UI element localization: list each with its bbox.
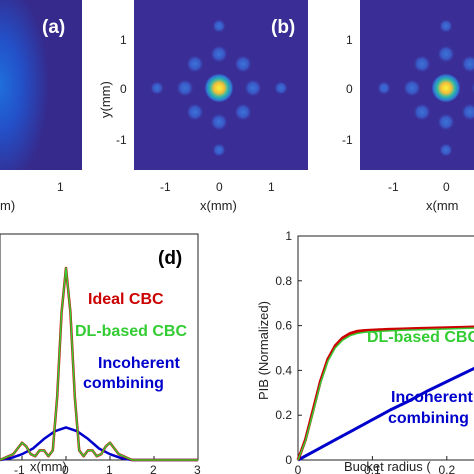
panel-e-ytick-label-1: 0.8 bbox=[275, 274, 292, 288]
panel-d-xtick-label-2: 1 bbox=[106, 463, 113, 474]
side-lobe-5 bbox=[185, 54, 204, 73]
panel-e-legend-dl: DL-based CBC bbox=[367, 329, 474, 346]
side-lobe-7 bbox=[234, 54, 253, 73]
panel-d-xlabel: x(mm) bbox=[30, 459, 67, 474]
panel-b-xtick-0: 0 bbox=[216, 180, 223, 194]
panel-a-letter: (a) bbox=[42, 17, 65, 38]
side-lobe-6 bbox=[210, 45, 228, 63]
panel-e-line-0 bbox=[297, 366, 474, 462]
panel-b-letter: (b) bbox=[271, 17, 295, 38]
side-lobe-2 bbox=[437, 113, 455, 131]
panel-b-xlabel: x(mm) bbox=[200, 198, 237, 213]
side-lobe-4 bbox=[176, 79, 194, 97]
panel-a-xlabel: m) bbox=[0, 198, 15, 213]
panel-b-main-spot bbox=[204, 73, 234, 103]
panel-e-lines bbox=[296, 325, 474, 462]
panel-e-xtick-label-2: 0.2 bbox=[438, 463, 455, 474]
panel-b-sidelobes bbox=[150, 19, 288, 157]
panel-d-lines bbox=[0, 266, 198, 462]
panel-e-legend-incoherent: Incoherent bbox=[391, 389, 473, 406]
panel-b-ylabel: y(mm) bbox=[98, 81, 113, 118]
panel-e-ytick-label-5: 0 bbox=[285, 453, 292, 467]
panel-d-letter: (d) bbox=[158, 248, 182, 269]
panel-e: 1 0.8 0.6 0.4 0.2 00 0.1 0.2 DL-based CBC Incoh… bbox=[256, 229, 474, 474]
panel-c: 1 0 -1 -1 0 x(mm bbox=[342, 0, 474, 213]
panel-d-axes bbox=[0, 233, 199, 461]
panel-d-legend-ideal: Ideal CBC bbox=[88, 291, 164, 308]
panel-c-ytick-0: 0 bbox=[346, 82, 353, 96]
panel-c-ytick-1: 1 bbox=[346, 33, 353, 47]
side-lobe-8 bbox=[212, 19, 226, 33]
panel-a-xtick: 1 bbox=[57, 180, 64, 194]
panel-e-ytick-label-4: 0.2 bbox=[275, 408, 292, 422]
panel-c-xtick-m1: -1 bbox=[388, 180, 399, 194]
side-lobe-11 bbox=[274, 81, 288, 95]
side-lobe-0 bbox=[471, 81, 474, 95]
side-lobe-2 bbox=[210, 113, 228, 131]
side-lobe-5 bbox=[412, 54, 431, 73]
panel-e-xlabel: Bucket radius ( bbox=[344, 459, 431, 474]
panel-b-ytick-m1: -1 bbox=[116, 133, 127, 147]
side-lobe-1 bbox=[461, 103, 474, 122]
side-lobe-6 bbox=[437, 45, 455, 63]
side-lobe-10 bbox=[150, 81, 164, 95]
panel-d-xtick-label-4: 3 bbox=[194, 463, 201, 474]
side-lobe-10 bbox=[377, 81, 391, 95]
side-lobe-1 bbox=[234, 103, 253, 122]
panel-b: (b) 1 0 -1 -1 0 1 x(mm) y(mm) bbox=[98, 0, 308, 213]
side-lobe-3 bbox=[412, 103, 431, 122]
panel-e-ylabel: PIB (Normalized) bbox=[256, 301, 271, 400]
panel-c-sidelobes bbox=[377, 19, 474, 157]
panel-c-ytick-m1: -1 bbox=[342, 133, 353, 147]
side-lobe-9 bbox=[439, 143, 453, 157]
panel-e-xtick-label-0: 0 bbox=[295, 463, 302, 474]
side-lobe-9 bbox=[212, 143, 226, 157]
panel-a: (a) 1 m) bbox=[0, 0, 82, 213]
panel-e-line-2 bbox=[297, 327, 474, 461]
panel-d-line-2 bbox=[0, 267, 198, 461]
panel-d-xtick-label-0: -1 bbox=[14, 463, 25, 474]
panel-b-ytick-1: 1 bbox=[120, 33, 127, 47]
panel-e-ytick-label-2: 0.6 bbox=[275, 319, 292, 333]
panel-e-legend-combining: combining bbox=[388, 410, 469, 427]
side-lobe-7 bbox=[461, 54, 474, 73]
panel-e-ytick-label-0: 1 bbox=[285, 229, 292, 243]
panel-d: -1 0 1 2 3 (d) Ideal CBC DL-based CBC Incohe… bbox=[0, 233, 201, 474]
panel-b-xtick-m1: -1 bbox=[160, 180, 171, 194]
panel-d-xtick-label-1: 0 bbox=[62, 463, 69, 474]
panel-b-ytick-0: 0 bbox=[120, 82, 127, 96]
panel-a-heatmap bbox=[0, 0, 82, 170]
panel-e-ytick-label-3: 0.4 bbox=[275, 363, 292, 377]
side-lobe-8 bbox=[439, 19, 453, 33]
panel-c-main-spot bbox=[431, 73, 461, 103]
side-lobe-4 bbox=[403, 79, 421, 97]
panel-e-axes bbox=[297, 235, 474, 461]
panel-b-xtick-1: 1 bbox=[268, 180, 275, 194]
panel-e-xtick-label-1: 0.1 bbox=[364, 463, 381, 474]
side-lobe-3 bbox=[185, 103, 204, 122]
panel-c-xtick-0: 0 bbox=[443, 180, 450, 194]
side-lobe-0 bbox=[244, 79, 262, 97]
panel-d-legend-incoherent: Incoherent bbox=[98, 355, 180, 372]
panel-c-xlabel: x(mm bbox=[426, 198, 459, 213]
panel-d-legend-dl: DL-based CBC bbox=[75, 323, 187, 340]
panel-d-xtick-label-3: 2 bbox=[150, 463, 157, 474]
panel-d-legend-combining: combining bbox=[83, 375, 164, 392]
